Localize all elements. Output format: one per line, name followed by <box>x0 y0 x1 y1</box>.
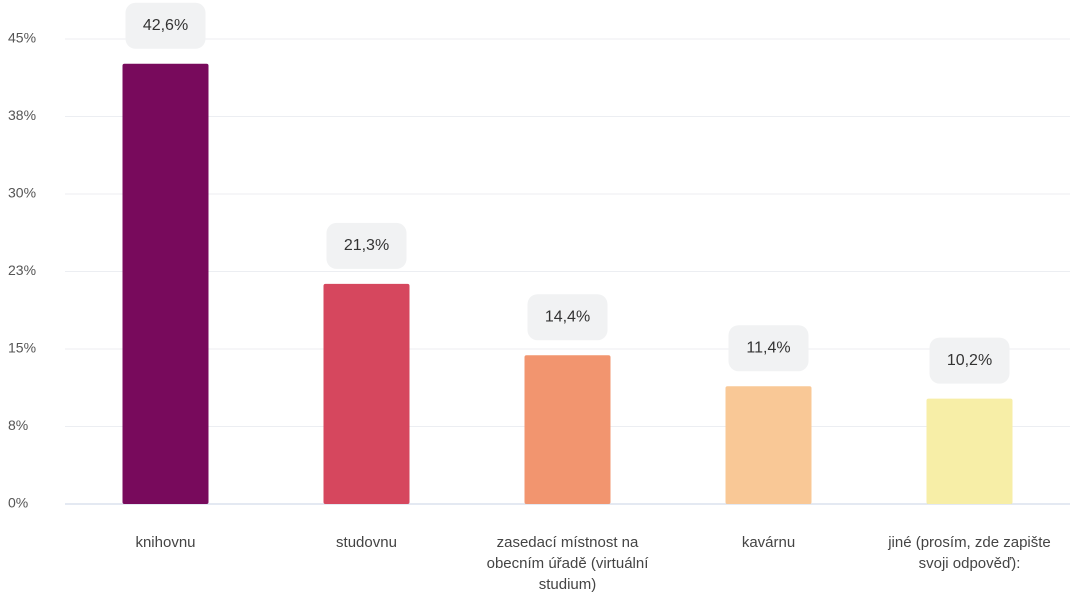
y-tick-label: 30% <box>8 185 36 201</box>
y-tick-label: 0% <box>8 495 28 511</box>
value-label-box <box>728 325 809 372</box>
y-tick-label: 45% <box>8 30 36 46</box>
bar <box>926 398 1013 504</box>
value-label: 21,3% <box>344 237 389 254</box>
x-tick-label: kavárnu <box>741 534 796 551</box>
x-tick-label: knihovnu <box>135 534 196 551</box>
value-label: 11,4% <box>746 339 790 356</box>
y-tick-label: 23% <box>8 262 36 278</box>
value-label: 10,2% <box>947 352 992 369</box>
y-tick-label: 8% <box>8 417 28 433</box>
y-tick-label: 15% <box>8 340 36 356</box>
x-tick-label: studovnu <box>336 534 397 551</box>
value-label-box <box>326 222 407 269</box>
y-tick-label: 38% <box>8 107 36 123</box>
bar <box>524 355 611 504</box>
x-tick-label: jiné (prosím, zde zapište svoji odpověď)… <box>888 534 1051 572</box>
bar <box>725 386 812 504</box>
value-label: 42,6% <box>143 17 188 34</box>
value-label: 14,4% <box>545 308 590 325</box>
value-label-box <box>929 337 1010 384</box>
value-label-box <box>527 294 608 341</box>
value-label-box <box>125 2 206 49</box>
bar <box>122 63 209 505</box>
x-tick-label: zasedací místnost na obecním úřadě (virt… <box>486 534 649 593</box>
bar <box>323 283 410 504</box>
